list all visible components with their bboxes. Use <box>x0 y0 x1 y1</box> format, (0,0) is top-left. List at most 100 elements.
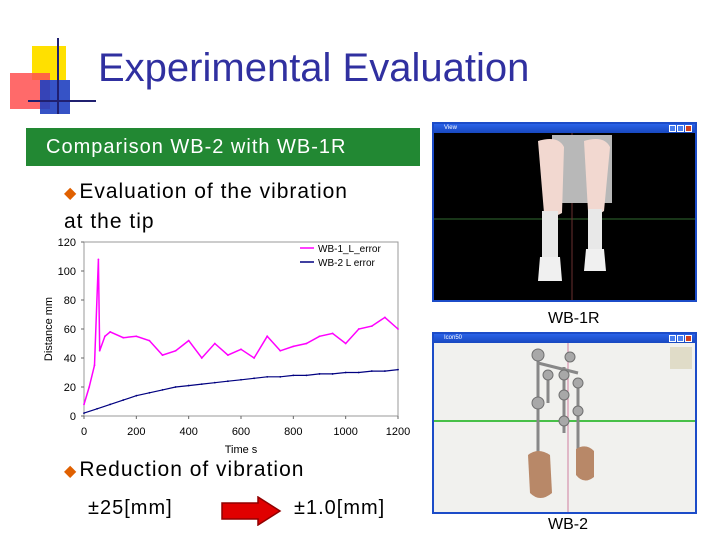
series-2-point <box>83 412 85 414</box>
series-2-point <box>200 383 203 385</box>
close-icon[interactable] <box>685 125 692 132</box>
series-1-point <box>83 403 85 406</box>
series-2-point <box>174 386 177 388</box>
minimize-icon[interactable] <box>669 125 676 132</box>
bullet-reduction-text: Reduction of vibration <box>79 458 305 481</box>
subtitle-banner: Comparison WB-2 with WB-1R <box>26 128 420 166</box>
series-2-point <box>161 389 164 391</box>
diamond-bullet-icon: ◆ <box>64 463 78 480</box>
legend-label-2: WB-2 L error <box>318 258 376 269</box>
series-1-point <box>98 349 101 352</box>
series-2-point <box>135 394 138 397</box>
y-tick-label: 0 <box>70 411 76 423</box>
y-tick-label: 40 <box>64 353 76 365</box>
series-1-point <box>331 332 334 335</box>
wb1r-window[interactable]: View <box>432 122 697 302</box>
series-1-point <box>240 348 242 351</box>
series-1-point <box>200 357 203 359</box>
series-2-point <box>148 391 151 394</box>
window-title: Icon50 <box>444 335 463 341</box>
slide-title: Experimental Evaluation <box>98 46 530 90</box>
series-1-point <box>174 349 177 352</box>
series-2-point <box>279 375 282 378</box>
x-axis-label: Time s <box>225 444 258 456</box>
series-1-point <box>344 342 347 345</box>
decor-blue-square <box>40 80 70 114</box>
x-tick-label: 400 <box>179 426 197 438</box>
series-2-point <box>266 375 269 378</box>
series-2-point <box>227 380 229 383</box>
series-2-point <box>109 403 112 406</box>
series-2-point <box>344 371 347 374</box>
series-2-point <box>397 368 399 371</box>
legend-label-1: WB-1_L_error <box>318 244 381 255</box>
x-tick-label: 600 <box>232 426 250 438</box>
series-1-point <box>292 345 295 348</box>
series-2-point <box>187 384 190 387</box>
series-2-point <box>384 370 386 372</box>
close-icon[interactable] <box>685 335 692 342</box>
wb2-render-view[interactable] <box>434 343 695 512</box>
series-1-point <box>93 364 96 367</box>
wb2-robot-image <box>434 343 695 512</box>
wb2-window[interactable]: Icon50 <box>432 332 697 514</box>
series-1-point <box>97 258 100 261</box>
series-1-point <box>88 386 91 388</box>
series-1-point <box>109 331 112 333</box>
y-tick-label: 100 <box>58 266 76 278</box>
y-tick-label: 80 <box>64 295 76 307</box>
y-tick-label: 60 <box>64 324 76 336</box>
series-2-point <box>122 399 125 401</box>
value-after: ±1.0[mm] <box>294 497 386 519</box>
series-1-point <box>213 342 216 345</box>
series-2-point <box>213 381 216 384</box>
window-titlebar[interactable]: View <box>434 124 695 133</box>
series-1-point <box>370 325 373 327</box>
series-2-point <box>292 374 295 377</box>
minimize-icon[interactable] <box>669 335 676 342</box>
series-1-point <box>384 316 386 319</box>
series-1-point <box>279 349 282 352</box>
y-axis-label: Distance mm <box>43 297 55 361</box>
maximize-icon[interactable] <box>677 335 684 342</box>
wb1r-caption: WB-1R <box>548 310 600 327</box>
series-2-point <box>305 374 308 377</box>
series-1-point <box>161 354 164 356</box>
y-tick-label: 120 <box>58 237 76 249</box>
series-2-point <box>331 373 334 375</box>
maximize-icon[interactable] <box>677 125 684 132</box>
series-2-point <box>253 377 255 380</box>
series-1-point <box>148 339 151 342</box>
series-2-point <box>318 373 321 375</box>
series-1-point <box>305 342 308 345</box>
x-tick-label: 1000 <box>333 426 357 438</box>
series-1-point <box>357 328 360 330</box>
value-before: ±25[mm] <box>88 497 173 519</box>
x-tick-label: 0 <box>81 426 87 438</box>
decor-horizontal-line <box>28 100 96 102</box>
series-1-point <box>253 357 255 359</box>
series-1-point <box>266 335 269 338</box>
series-1-point <box>104 335 106 338</box>
series-1-point <box>187 339 190 342</box>
series-1-point <box>318 335 321 338</box>
window-titlebar[interactable]: Icon50 <box>434 334 695 343</box>
diamond-bullet-icon: ◆ <box>64 185 78 202</box>
window-title: View <box>444 125 457 131</box>
bullet-evaluation: ◆Evaluation of the vibration at the tip <box>64 178 364 236</box>
series-2-point <box>370 370 373 372</box>
bullet-reduction: ◆Reduction of vibration <box>64 456 304 486</box>
series-1-point <box>227 354 229 356</box>
series-2-point <box>96 407 98 410</box>
series-1-point <box>122 336 125 339</box>
series-2-point <box>240 378 242 381</box>
right-arrow-icon <box>221 496 282 526</box>
decor-vertical-line <box>57 38 59 114</box>
wb1r-render-view[interactable] <box>434 133 695 300</box>
bullet-evaluation-text: Evaluation of the vibration at the tip <box>64 180 348 233</box>
y-tick-label: 20 <box>64 382 76 394</box>
x-tick-label: 200 <box>127 426 145 438</box>
series-1-point <box>397 328 399 330</box>
